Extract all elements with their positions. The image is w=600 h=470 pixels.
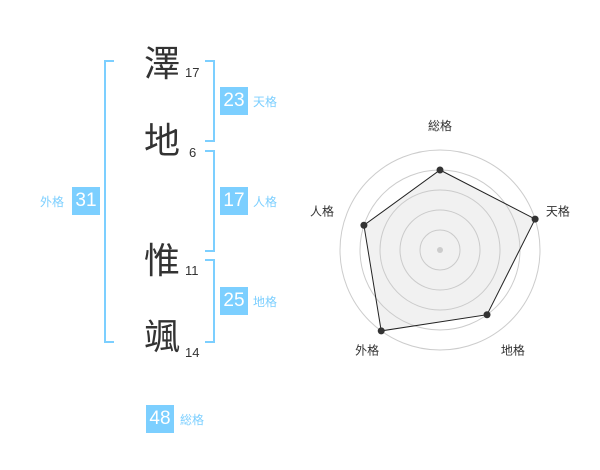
grid-circle [399, 209, 481, 291]
gaikaku-bracket [104, 60, 114, 343]
stroke-count-3: 11 [185, 263, 199, 278]
data-point [531, 215, 539, 223]
center-dot [437, 247, 443, 253]
gaikaku-label: 外格 [40, 195, 65, 209]
tenkaku-bracket [205, 60, 215, 142]
chikaku-bracket [205, 259, 215, 343]
grid-circle [339, 149, 541, 351]
kanji-1: 澤 [143, 44, 180, 85]
axis-label: 天格 [546, 204, 570, 219]
tenkaku-label: 天格 [253, 95, 278, 109]
tenkaku-badge: 23 [220, 87, 248, 115]
chikaku-label: 地格 [253, 295, 278, 309]
kanji-4: 颯 [143, 317, 180, 358]
stroke-count-1: 17 [185, 65, 200, 80]
data-point [483, 311, 491, 319]
jinkaku-badge: 17 [220, 187, 248, 215]
gaikaku-badge: 31 [72, 187, 100, 215]
chikaku-badge: 25 [220, 287, 248, 315]
jinkaku-bracket [205, 150, 215, 252]
soukaku-badge: 48 [146, 405, 174, 433]
axis-label: 地格 [501, 342, 525, 357]
grid-circle [379, 189, 501, 311]
jinkaku-label: 人格 [253, 195, 278, 209]
grid-circle [419, 229, 461, 271]
data-point [360, 221, 368, 229]
axis-label: 人格 [310, 204, 334, 219]
kanji-3: 惟 [143, 241, 180, 282]
data-point [436, 166, 444, 174]
axis-label: 総格 [428, 118, 452, 133]
stroke-count-2: 6 [189, 145, 197, 160]
data-point [377, 327, 385, 335]
soukaku-label: 総格 [180, 413, 205, 427]
stroke-count-4: 14 [185, 345, 200, 360]
kanji-2: 地 [143, 121, 180, 162]
axis-label: 外格 [355, 342, 379, 357]
radar-area [363, 169, 536, 332]
